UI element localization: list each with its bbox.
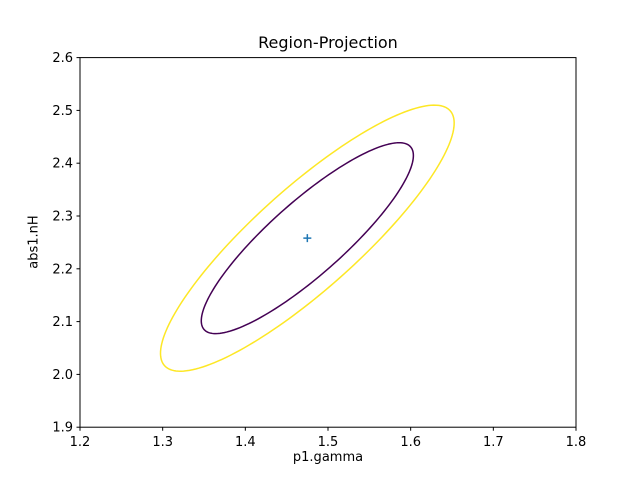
inner-sigma-contour [200,141,415,335]
best-fit-marker [303,234,312,243]
x-tick-label: 1.4 [235,435,256,450]
x-tick-label: 1.5 [318,435,339,450]
y-tick-label: 2.2 [52,262,73,277]
x-tick-label: 1.6 [400,435,421,450]
y-tick-label: 2.1 [52,315,73,330]
y-tick-label: 2.0 [52,368,73,383]
y-tick-label: 2.4 [52,157,73,172]
x-tick-label: 1.2 [70,435,91,450]
x-axis-label: p1.gamma [292,450,364,465]
y-tick-label: 2.5 [52,104,73,119]
y-tick-label: 2.6 [52,51,73,66]
y-tick-label: 1.9 [52,421,73,436]
x-tick-label: 1.8 [566,435,587,450]
x-tick-label: 1.3 [152,435,173,450]
axes-frame [79,57,577,428]
outer-sigma-contour [159,104,455,372]
x-tick-label: 1.7 [483,435,504,450]
y-tick-label: 2.3 [52,210,73,225]
chart-title: Region-Projection [258,33,398,52]
